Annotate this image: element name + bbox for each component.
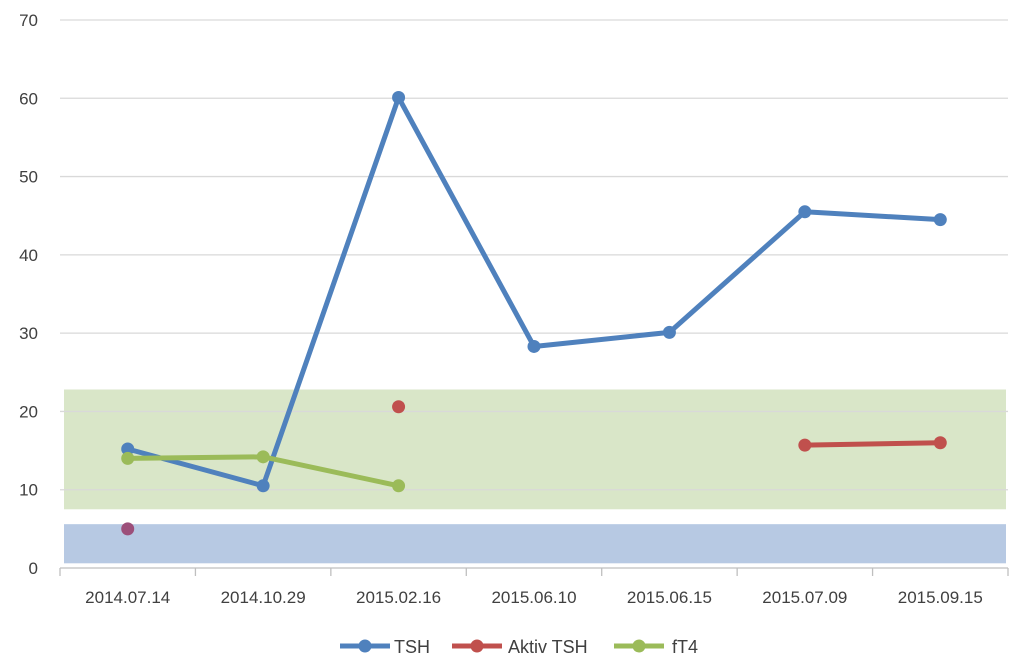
axes: 2014.07.14 2014.10.29 2015.02.16 2015.06.10… xyxy=(59,567,1009,607)
x-tick-label: 2015.02.16 xyxy=(356,588,441,607)
x-tick-label: 2014.10.29 xyxy=(221,588,306,607)
x-tick-label: 2015.06.10 xyxy=(491,588,576,607)
data-point xyxy=(662,325,676,339)
series-line-segment xyxy=(666,209,808,335)
legend-item: fT4 xyxy=(614,637,698,657)
y-tick-label: 20 xyxy=(19,402,38,421)
gridlines: 0 10 20 30 40 50 60 70 xyxy=(19,11,1008,578)
series-line-segment xyxy=(125,446,266,489)
data-point xyxy=(121,522,135,536)
data-point xyxy=(392,400,406,414)
legend-label: fT4 xyxy=(672,637,698,657)
y-tick-label: 40 xyxy=(19,246,38,265)
data-point xyxy=(121,442,135,456)
data-point xyxy=(392,91,406,105)
legend-label: Aktiv TSH xyxy=(508,637,588,657)
y-tick-label: 50 xyxy=(19,168,38,187)
legend-marker xyxy=(358,639,372,653)
series-tsh xyxy=(121,91,947,493)
data-point xyxy=(256,479,270,493)
data-point xyxy=(933,436,947,450)
y-tick-label: 70 xyxy=(19,11,38,30)
x-tick-label: 2015.06.15 xyxy=(627,588,712,607)
data-point xyxy=(256,450,270,464)
series-line-segment xyxy=(260,454,402,489)
reference-band-0 xyxy=(64,389,1006,510)
series-line-segment xyxy=(396,95,537,349)
data-point xyxy=(392,479,406,493)
legend-item: TSH xyxy=(340,637,430,657)
y-tick-label: 10 xyxy=(19,481,38,500)
y-tick-label: 30 xyxy=(19,324,38,343)
series-layer xyxy=(121,91,947,536)
series-line-segment xyxy=(802,209,943,223)
reference-bands xyxy=(64,389,1006,564)
x-tick-label: 2014.07.14 xyxy=(85,588,170,607)
legend-marker xyxy=(470,639,484,653)
series-line-segment xyxy=(802,440,943,448)
y-tick-label: 0 xyxy=(29,559,38,578)
data-point xyxy=(527,339,541,353)
legend: TSH Aktiv TSH fT4 xyxy=(340,637,698,657)
series-line-segment xyxy=(125,454,266,461)
legend-item: Aktiv TSH xyxy=(452,637,588,657)
y-tick-label: 60 xyxy=(19,89,38,108)
series-line-segment xyxy=(260,95,402,489)
data-point xyxy=(798,438,812,452)
series-line-segment xyxy=(531,329,672,349)
series-aktiv-tsh xyxy=(121,400,947,536)
x-tick-label: 2015.07.09 xyxy=(762,588,847,607)
x-tick-label: 2015.09.15 xyxy=(898,588,983,607)
data-point xyxy=(121,451,135,465)
reference-band-1 xyxy=(64,524,1006,564)
data-point xyxy=(798,205,812,219)
series-ft4 xyxy=(121,450,406,493)
legend-label: TSH xyxy=(394,637,430,657)
data-point xyxy=(933,213,947,227)
legend-marker xyxy=(632,639,646,653)
